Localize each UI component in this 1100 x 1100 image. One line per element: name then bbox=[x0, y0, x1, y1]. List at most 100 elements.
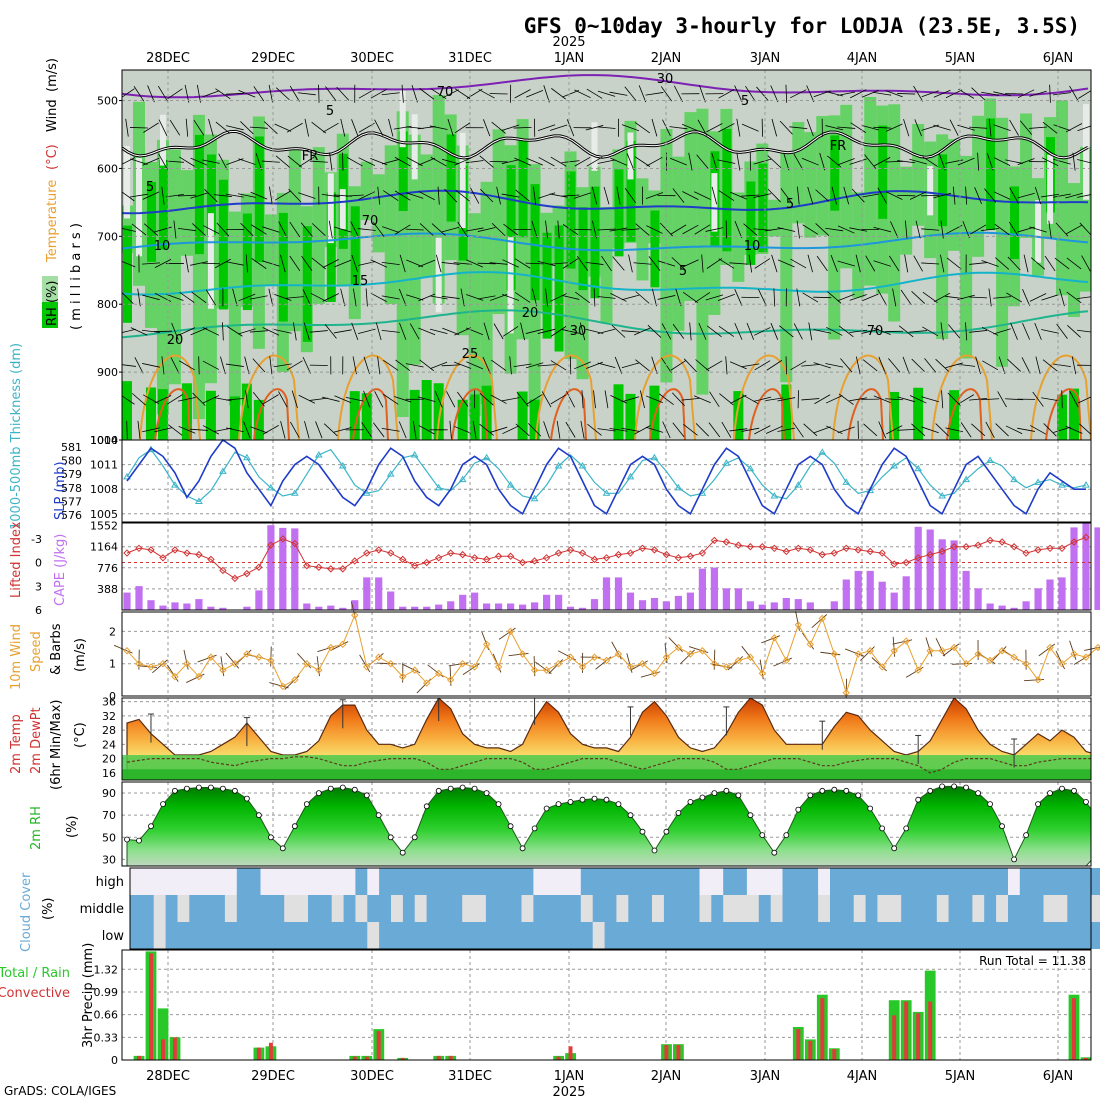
cloud-cell-high bbox=[794, 868, 807, 895]
date-label-top: 4JAN bbox=[847, 51, 878, 66]
rh-marker bbox=[471, 785, 478, 792]
cloud-cell-high bbox=[936, 868, 950, 895]
cloud-level-label: middle bbox=[80, 902, 124, 917]
thickness-marker bbox=[914, 464, 923, 472]
cape-bar bbox=[327, 605, 335, 610]
cape-bar bbox=[387, 591, 395, 610]
lifted-index-marker bbox=[231, 574, 239, 583]
rh-marker bbox=[279, 845, 286, 852]
cloud-cell-middle bbox=[924, 895, 938, 922]
cape-bar bbox=[842, 579, 850, 610]
cloud-cell-high bbox=[711, 868, 724, 895]
wind-barb bbox=[621, 427, 640, 432]
thickness-marker bbox=[722, 459, 731, 466]
wind10m-panel: 210 10m Wind Speed & Barbs (m/s) bbox=[9, 601, 1100, 703]
lifted-index-marker bbox=[878, 549, 886, 557]
cloud-cell-low bbox=[770, 922, 784, 949]
wind-barb bbox=[911, 423, 926, 437]
wind-barb bbox=[579, 322, 586, 341]
rh-marker bbox=[903, 825, 910, 832]
lifted-index-marker bbox=[950, 543, 958, 551]
wind-barb bbox=[280, 254, 286, 273]
lifted-index-marker bbox=[818, 550, 826, 559]
rh-column bbox=[996, 117, 1009, 367]
wind-barb bbox=[993, 296, 1012, 299]
wind-barb bbox=[483, 322, 490, 341]
rh-lower-core bbox=[349, 391, 360, 440]
wind-barb bbox=[158, 119, 168, 136]
cape-bar bbox=[1022, 601, 1030, 610]
wind-barb bbox=[198, 356, 200, 375]
rh-marker bbox=[543, 805, 550, 812]
wind-barb bbox=[550, 156, 567, 167]
thickness-marker bbox=[1082, 481, 1090, 488]
lifted-index-marker bbox=[866, 547, 874, 556]
rh-marker bbox=[1035, 801, 1041, 807]
wind-barb bbox=[765, 397, 784, 402]
wind-barb bbox=[993, 157, 1011, 166]
rh-marker bbox=[507, 823, 514, 830]
lifted-index-marker bbox=[399, 555, 407, 564]
cape-bar bbox=[1058, 577, 1066, 610]
wind-barb bbox=[825, 363, 844, 368]
cloud-cell-middle bbox=[592, 895, 606, 922]
cloud-cell-low bbox=[130, 922, 143, 949]
wind-barb bbox=[477, 262, 496, 265]
wind-barb bbox=[969, 126, 988, 129]
wind-barb bbox=[635, 291, 650, 304]
rh-dry-pocket bbox=[591, 122, 598, 171]
lifted-index-marker bbox=[219, 566, 227, 575]
rh-marker bbox=[987, 801, 993, 807]
wind-barb bbox=[639, 390, 645, 409]
wind-barb bbox=[837, 225, 855, 234]
rh-core bbox=[614, 169, 624, 257]
rh-marker bbox=[339, 784, 346, 791]
wind-barb bbox=[593, 390, 596, 409]
wind-barb bbox=[543, 421, 550, 439]
wind-barb bbox=[843, 186, 850, 205]
cloud-cell-high bbox=[996, 868, 1009, 895]
lifted-index-marker bbox=[638, 544, 647, 553]
contour-label: 10 bbox=[744, 239, 761, 254]
wind-speed-marker bbox=[866, 647, 874, 655]
li-tick: 6 bbox=[35, 604, 42, 617]
cloud-cell-high bbox=[818, 868, 831, 895]
cloud-cell-low bbox=[628, 922, 641, 949]
wind-barb bbox=[945, 362, 963, 369]
cloud-cell-middle bbox=[343, 895, 357, 922]
cloud-cell-middle bbox=[1031, 895, 1045, 922]
rh-core bbox=[590, 186, 600, 299]
rh-core bbox=[1010, 186, 1020, 260]
wind-barb bbox=[586, 156, 603, 167]
rh-core bbox=[254, 136, 264, 263]
lifted-index-marker bbox=[195, 550, 203, 559]
wind-barb bbox=[190, 157, 208, 166]
wind-barb bbox=[130, 327, 148, 336]
rh-marker bbox=[915, 796, 922, 803]
cloud-cell-high bbox=[723, 868, 736, 895]
cloud-cell-low bbox=[699, 922, 712, 949]
wind-barb bbox=[994, 223, 1010, 236]
wind-speed-marker bbox=[734, 656, 743, 665]
rh-column bbox=[1068, 183, 1081, 317]
wind-barb bbox=[604, 390, 609, 409]
precip-tick: 0 bbox=[111, 1054, 118, 1067]
rh-marker bbox=[387, 834, 394, 841]
wind-barb bbox=[975, 356, 981, 375]
wind-barb bbox=[352, 356, 357, 375]
wind-barb bbox=[345, 194, 364, 197]
rh-dry-pocket bbox=[124, 146, 130, 219]
wind-barb bbox=[1007, 358, 1021, 372]
wind-barb bbox=[274, 293, 292, 301]
rh-marker bbox=[495, 801, 502, 807]
cape-bar bbox=[147, 600, 155, 610]
cloud-cell-low bbox=[972, 922, 985, 949]
wind-barb bbox=[1017, 158, 1035, 166]
wind-speed-marker bbox=[482, 640, 491, 649]
thickness-marker bbox=[482, 453, 491, 461]
wind-barb bbox=[1017, 89, 1035, 99]
wind-barb bbox=[593, 288, 596, 307]
wind-barb bbox=[873, 226, 892, 233]
lifted-index-marker bbox=[387, 549, 395, 557]
wind-barb bbox=[825, 227, 844, 232]
